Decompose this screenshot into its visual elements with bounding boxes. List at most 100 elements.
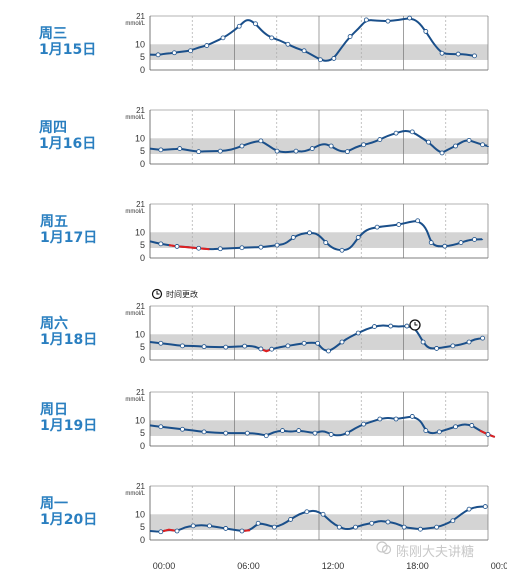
day-label: 周五 1月17日 [40,214,97,246]
scan-point [434,346,440,351]
scan-point [480,335,485,341]
scan-point [409,414,415,419]
scan-point [242,343,248,349]
scan-point [177,146,183,151]
day-label: 周三 1月15日 [39,26,96,58]
scan-point [188,48,193,54]
scan-point [239,245,245,251]
scan-point [328,143,334,149]
scan-point [304,509,310,515]
scan-point [426,139,431,145]
scan-point [315,340,321,346]
scan-point [372,324,377,329]
y-unit-label: mmol/L [125,311,145,317]
scan-point [223,430,229,436]
glucose-line [149,505,486,533]
scan-point [201,344,207,350]
y-tick-label: 5 [140,146,145,156]
scan-point [355,330,361,336]
scan-point [239,528,245,534]
weekday: 周六 [40,316,68,332]
scan-point [339,339,345,345]
y-tick-label: 21 [136,12,145,21]
scan-point [309,146,315,151]
scan-point [374,224,380,230]
day-label: 周六 1月18日 [40,316,97,348]
scan-point [290,235,296,240]
y-tick-label: 10 [135,329,145,339]
scan-point [377,137,383,142]
scan-point [158,147,164,153]
y-tick-label: 10 [135,509,145,519]
y-tick-label: 5 [140,522,145,532]
y-tick-label: 5 [140,240,145,250]
scan-point [263,433,269,439]
scan-point [396,222,402,227]
y-unit-label: mmol/L [125,115,145,121]
glucose-line [149,130,489,154]
date: 1月17日 [40,230,98,246]
x-tick-label: 12:00 [322,561,345,571]
scan-point [255,520,261,526]
glucose-line [149,415,496,438]
scan-point [239,143,245,149]
scan-point [155,52,161,58]
scan-point [326,348,331,354]
scan-point [274,242,280,248]
scan-point [207,523,212,529]
scan-point [428,240,434,245]
y-tick-label: 0 [140,65,145,75]
y-tick-label: 21 [136,200,145,209]
date: 1月18日 [40,332,98,348]
scan-point [469,423,475,428]
y-tick-label: 0 [140,535,145,545]
scan-point [158,241,164,247]
scan-point [466,137,472,143]
scan-point [472,53,477,59]
x-tick-label: 06:00 [237,561,260,571]
scan-point [307,230,312,236]
scan-point [420,339,426,345]
scan-point [285,343,291,349]
y-tick-label: 5 [140,428,145,438]
y-unit-label: mmol/L [125,21,145,27]
scan-point [377,416,383,422]
scan-point [258,346,264,352]
scan-point [385,519,391,525]
scan-point [253,21,258,27]
scan-point [220,35,226,41]
scan-point [204,43,210,48]
date: 1月16日 [39,136,97,152]
scan-point [174,528,180,534]
day-label: 周一 1月20日 [40,496,97,528]
scan-point [369,520,375,526]
day-label: 周日 1月19日 [40,402,97,434]
scan-point [472,237,477,242]
scan-point [328,432,334,437]
x-tick-label: 00:00 [153,561,176,571]
scan-point [450,343,456,349]
scan-point [407,15,412,21]
watermark: 陈刚大夫讲糖 [396,545,475,560]
glucose-line [149,17,476,62]
scan-point [363,17,369,23]
wechat-icon [376,541,392,555]
scan-point [409,129,415,135]
scan-point [485,432,491,437]
day-label: 周四 1月16日 [39,120,96,152]
scan-point [434,524,440,530]
time-change-label: 时间更改 [166,289,198,299]
scan-point [217,246,223,252]
marker-hands [414,322,418,326]
scan-point [393,416,399,422]
weekday: 周三 [39,26,67,42]
scan-point [201,429,207,435]
scan-point [417,526,423,532]
scan-point [158,424,164,430]
y-tick-label: 0 [140,355,145,365]
scan-point [296,428,302,433]
scan-point [236,23,242,29]
